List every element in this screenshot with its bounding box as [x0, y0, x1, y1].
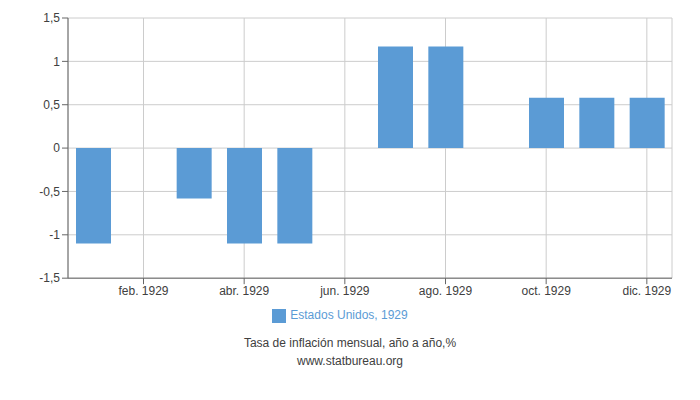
svg-text:feb. 1929: feb. 1929: [118, 284, 168, 298]
svg-text:-1: -1: [49, 228, 60, 242]
svg-text:1: 1: [53, 55, 60, 69]
svg-text:ago. 1929: ago. 1929: [419, 284, 473, 298]
html-text:Estados Unidos, 1929: Estados Unidos, 1929: [290, 308, 408, 323]
svg-text:-1,5: -1,5: [39, 271, 60, 285]
svg-text:0,5: 0,5: [43, 98, 60, 112]
svg-text:0: 0: [53, 141, 60, 155]
svg-text:abr. 1929: abr. 1929: [219, 284, 269, 298]
svg-text:-0,5: -0,5: [39, 185, 60, 199]
html-text:www.statbureau.org: www.statbureau.org: [297, 354, 403, 368]
svg-text:1,5: 1,5: [43, 11, 60, 25]
svg-text:dic. 1929: dic. 1929: [622, 284, 671, 298]
svg-text:jun. 1929: jun. 1929: [319, 284, 370, 298]
svg-text:oct. 1929: oct. 1929: [521, 284, 571, 298]
html-text:Tasa de inflación mensual, año: Tasa de inflación mensual, año a año,%: [243, 336, 457, 350]
